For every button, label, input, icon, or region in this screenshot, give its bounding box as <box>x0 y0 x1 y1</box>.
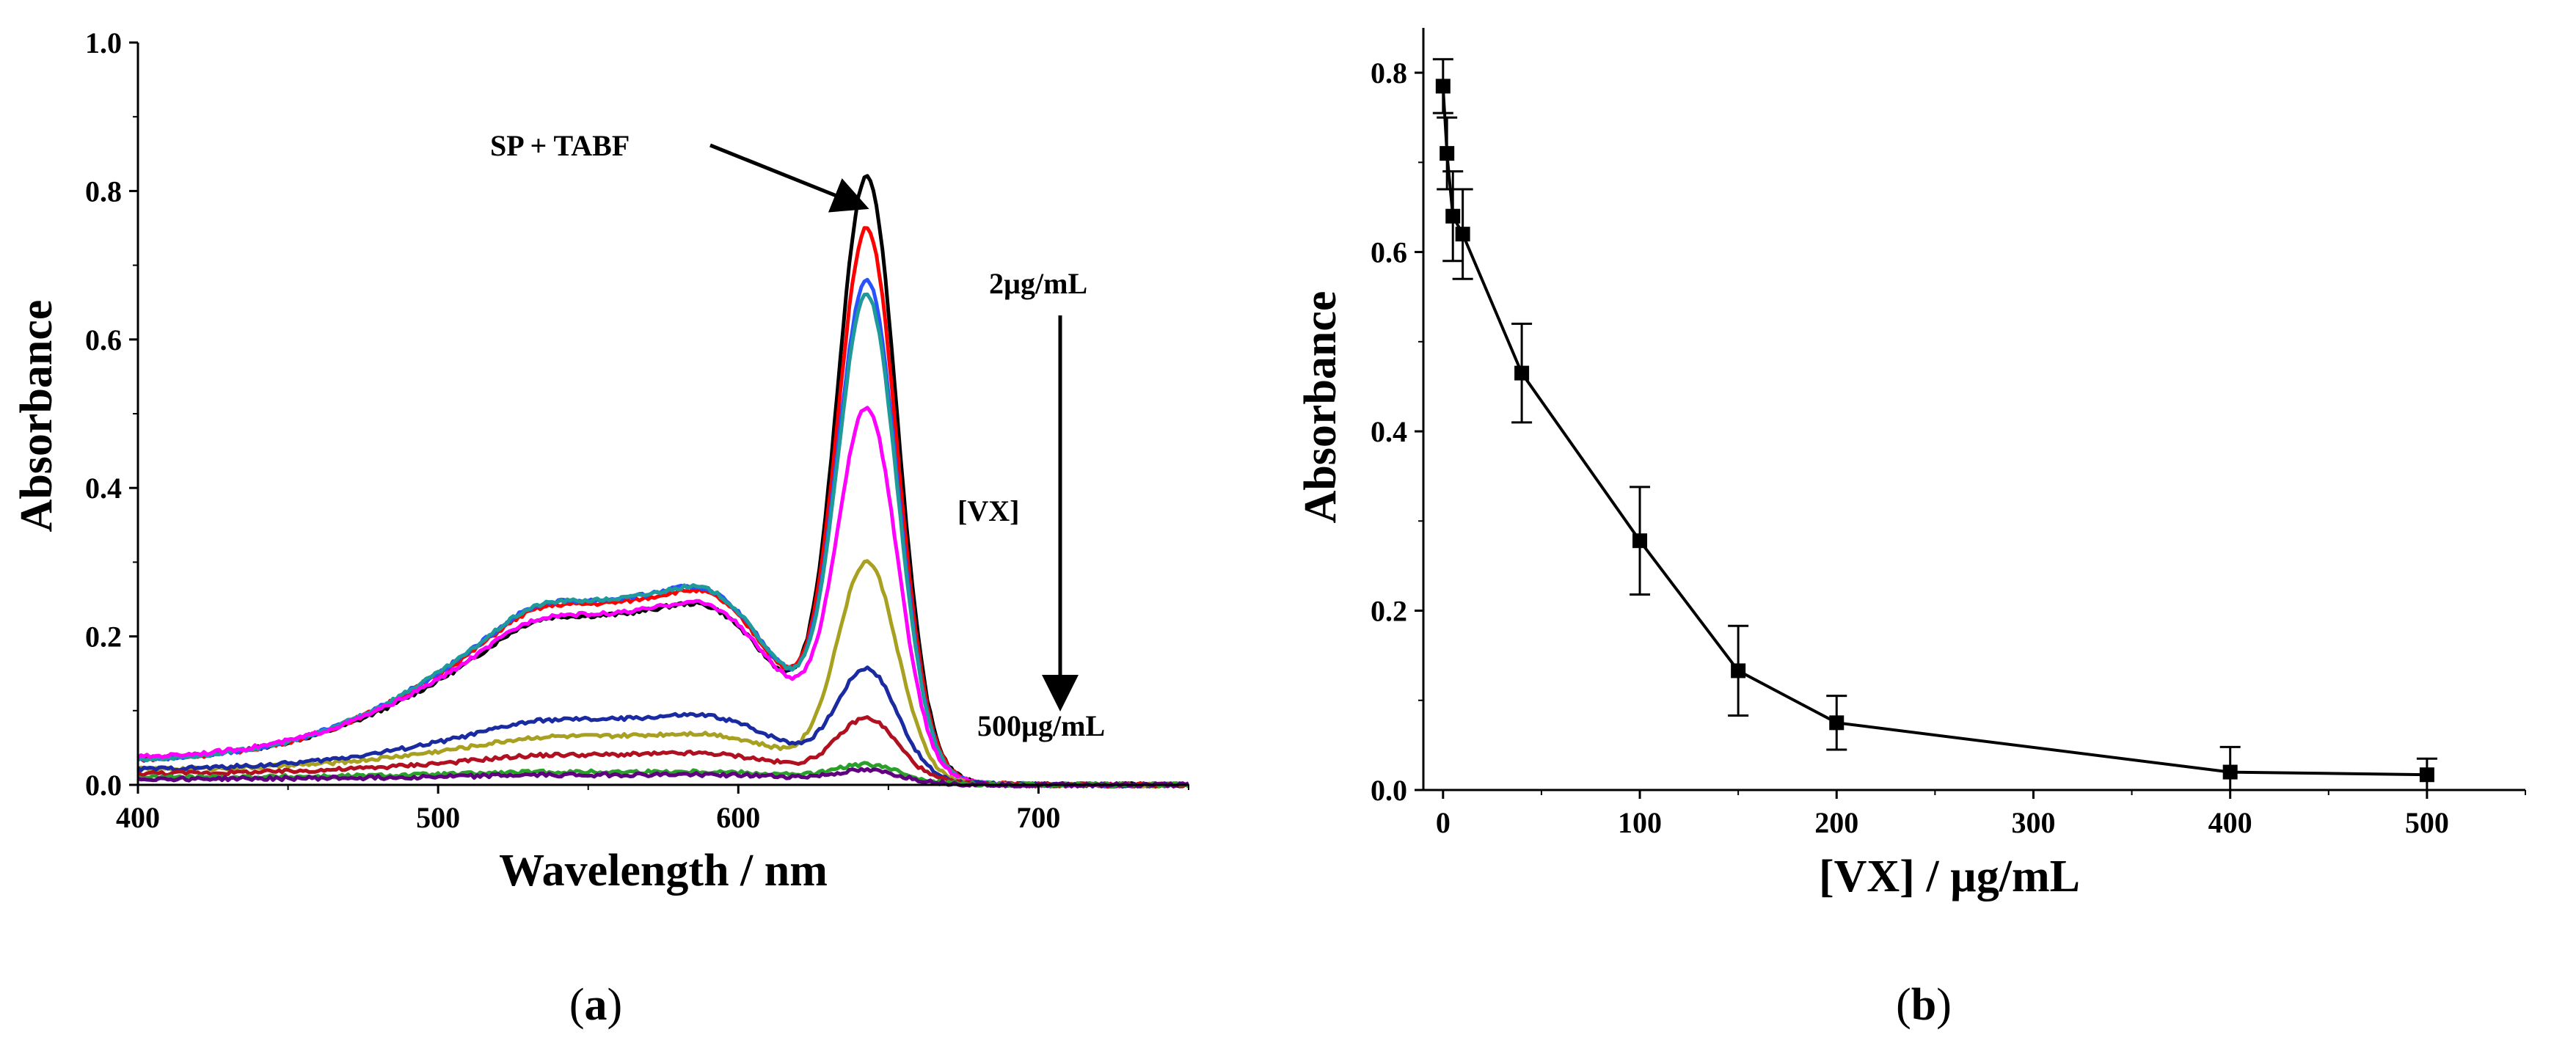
y-tick-label: 0.4 <box>85 472 122 505</box>
y-tick-label: 0.0 <box>1371 774 1407 807</box>
data-point <box>1455 227 1470 242</box>
spectrum-curve <box>137 767 1189 789</box>
data-point <box>1445 208 1461 224</box>
panel-b-y-axis-label: Absorbance <box>1296 291 1346 524</box>
spectra-curves <box>136 174 1190 789</box>
panel-b: 0 100 200 300 400 500 0.0 0.2 0.4 0.6 0.8 [VX] / µ… <box>1296 28 2526 1030</box>
y-tick-label: 0.2 <box>1371 595 1407 628</box>
data-point <box>1440 146 1455 161</box>
panel-b-axes <box>1422 28 2525 791</box>
series-line <box>1441 86 2427 777</box>
data-point <box>1514 365 1530 381</box>
sp-tabf-label: SP + TABF <box>490 129 630 162</box>
spectrum-curve <box>137 226 1189 789</box>
panel-b-x-axis-label: [VX] / µg/mL <box>1819 852 2080 901</box>
panel-a-y-axis-label: Absorbance <box>12 300 62 533</box>
x-tick-label: 700 <box>1016 801 1060 834</box>
y-tick-label: 0.4 <box>1371 415 1407 448</box>
bottom-concentration-label: 500µg/mL <box>977 709 1105 742</box>
y-tick-label: 0.2 <box>85 621 122 654</box>
x-tick-label: 500 <box>2405 806 2449 839</box>
y-tick-label: 0.6 <box>85 323 122 356</box>
panel-a-caption: (a) <box>569 980 622 1030</box>
x-tick-label: 0 <box>1436 806 1451 839</box>
x-tick-label: 200 <box>1814 806 1858 839</box>
vx-label: [VX] <box>957 494 1019 527</box>
data-point <box>1435 78 1451 94</box>
data-point <box>2222 764 2238 780</box>
y-tick-label: 0.0 <box>85 769 122 802</box>
data-point <box>2419 767 2434 783</box>
sp-tabf-arrow <box>709 143 869 213</box>
data-point <box>1829 715 1845 731</box>
data-point <box>1632 533 1648 549</box>
vx-absorbance-series <box>1432 58 2437 791</box>
panel-a: 400 500 600 700 0.0 0.2 0.4 0.6 0.8 1.0 Wavelengt… <box>12 26 1190 1030</box>
x-tick-label: 400 <box>2208 806 2252 839</box>
y-tick-label: 0.6 <box>1371 236 1407 269</box>
y-tick-label: 1.0 <box>85 26 122 59</box>
x-tick-label: 600 <box>716 801 760 834</box>
panel-b-caption: (b) <box>1896 980 1952 1030</box>
y-tick-label: 0.8 <box>85 175 122 208</box>
y-tick-label: 0.8 <box>1371 56 1407 89</box>
x-tick-label: 500 <box>416 801 460 834</box>
x-tick-label: 100 <box>1618 806 1662 839</box>
top-concentration-label: 2µg/mL <box>989 267 1087 300</box>
panel-a-x-axis-label: Wavelength / nm <box>499 846 828 896</box>
x-tick-label: 400 <box>116 801 160 834</box>
data-point <box>1731 663 1746 679</box>
x-tick-label: 300 <box>2011 806 2055 839</box>
